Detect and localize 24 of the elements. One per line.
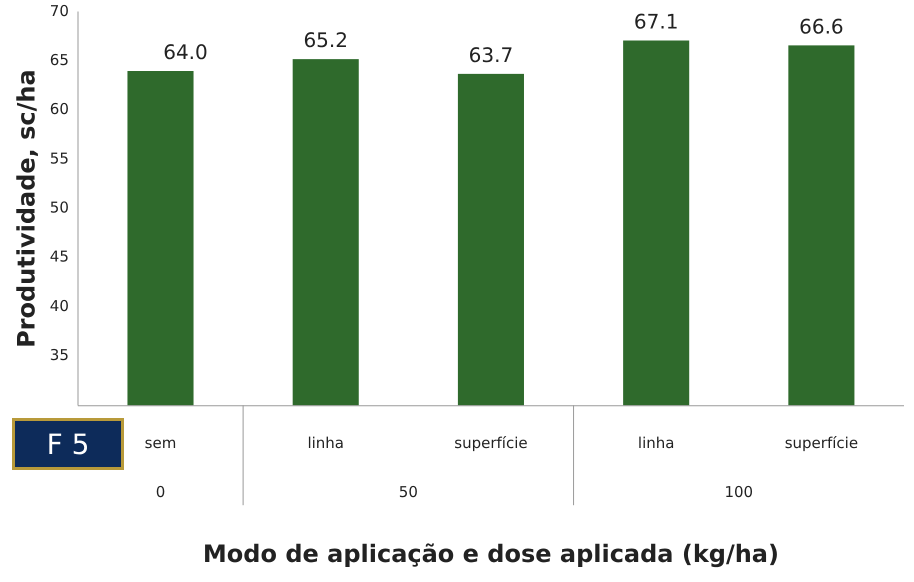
y-tick-label: 65 bbox=[50, 51, 69, 70]
y-tick-label: 35 bbox=[50, 346, 69, 364]
data-label: 64.0 bbox=[163, 40, 208, 64]
x-tick-label: superfície bbox=[454, 434, 528, 452]
y-tick-label: 45 bbox=[50, 248, 69, 266]
x-tick-label: sem bbox=[144, 434, 176, 452]
x-tick-label: superfície bbox=[784, 434, 858, 452]
data-label: 67.1 bbox=[634, 10, 678, 34]
y-tick-label: 70 bbox=[50, 2, 69, 20]
data-label: 63.7 bbox=[468, 42, 514, 67]
y-axis-title: Produtividade, sc/ha bbox=[12, 69, 41, 348]
x-tick-label: linha bbox=[307, 434, 344, 452]
y-tick-label: 60 bbox=[50, 100, 69, 118]
data-label: 66.6 bbox=[799, 14, 844, 38]
x-axis-title: Modo de aplicação e dose aplicada (kg/ha) bbox=[202, 540, 779, 568]
text: 0 bbox=[156, 483, 166, 502]
text: F 5 bbox=[12, 418, 124, 470]
y-tick-label: 40 bbox=[50, 296, 69, 315]
text: 50 bbox=[398, 483, 418, 502]
y-tick-label: 50 bbox=[50, 198, 69, 216]
x-tick-label: linha bbox=[638, 434, 674, 452]
text: 100 bbox=[724, 483, 754, 502]
y-tick-label: 55 bbox=[50, 149, 69, 168]
data-label: 65.2 bbox=[303, 28, 348, 52]
